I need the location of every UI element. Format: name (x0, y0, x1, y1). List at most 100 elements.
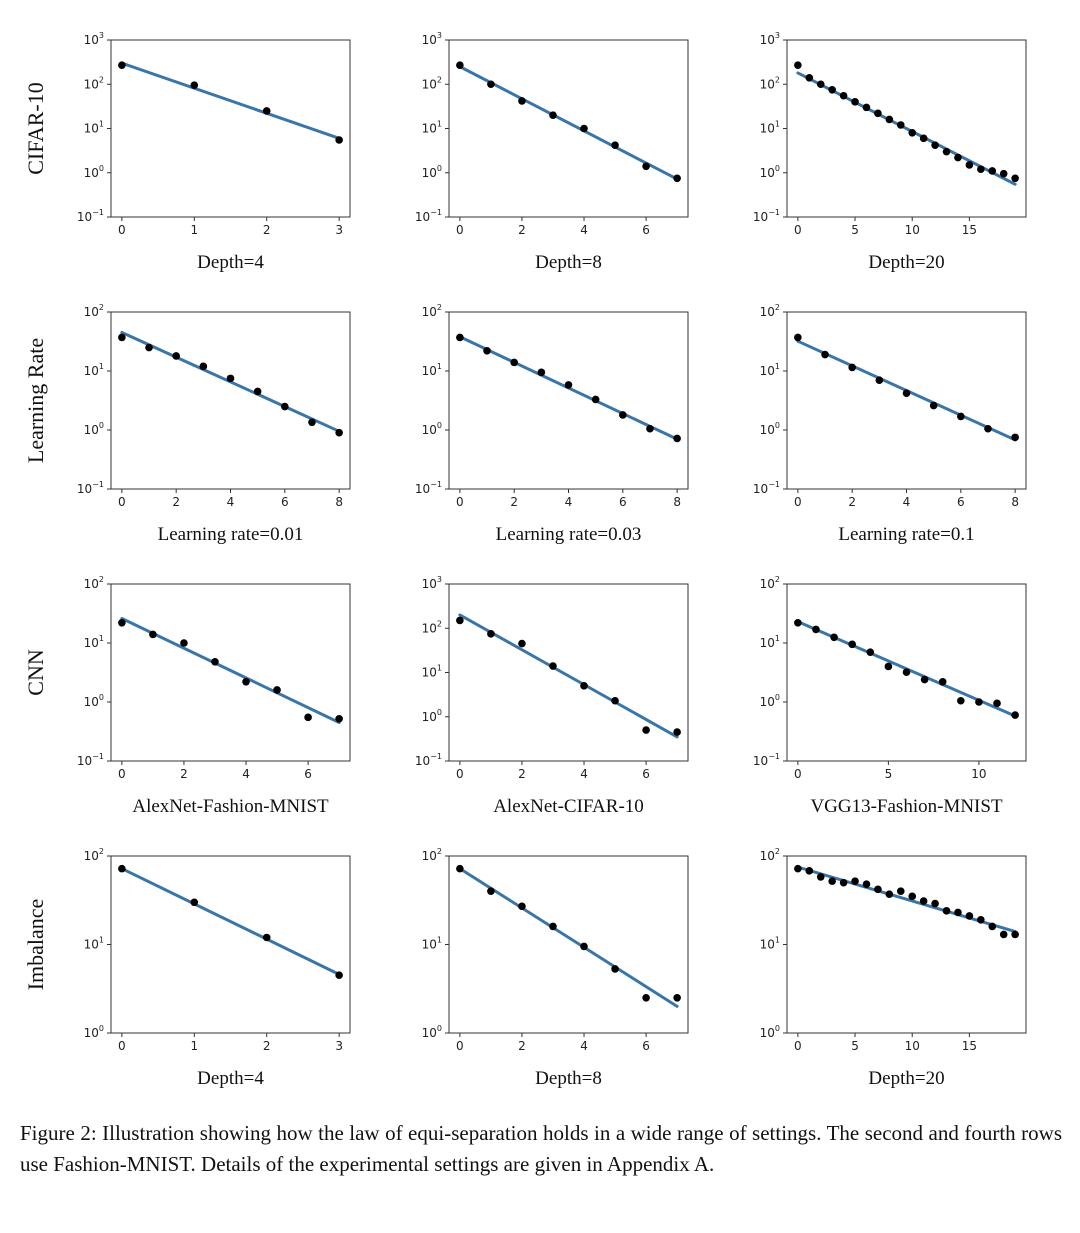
y-tick-label: 102 (422, 303, 442, 319)
data-point (862, 880, 871, 889)
data-point (999, 930, 1008, 939)
x-tick-label: 2 (263, 223, 271, 237)
y-tick-label: 100 (84, 421, 104, 437)
data-point (965, 912, 974, 920)
plot-frame (110, 855, 351, 1034)
data-point (190, 898, 199, 907)
y-tick-label: 102 (422, 75, 442, 91)
data-point (1011, 174, 1019, 183)
panel-3-1: CNN 10−1 100 101 102 0 2 4 6 AlexNet-Fashion-MNIS… (23, 575, 351, 817)
data-point (335, 428, 343, 437)
data-point (908, 892, 917, 901)
data-point (851, 877, 859, 885)
y-tick-label: 102 (760, 75, 780, 91)
data-point (805, 867, 814, 875)
data-point (190, 81, 199, 90)
data-point (549, 662, 557, 670)
data-point (518, 97, 526, 105)
data-point (487, 887, 495, 896)
data-point (929, 401, 938, 410)
fit-line (120, 61, 341, 140)
data-point (874, 885, 882, 894)
y-tick-label: 101 (422, 936, 442, 952)
y-tick-label: 10−1 (77, 208, 104, 224)
data-point (335, 136, 343, 144)
data-point (938, 677, 947, 686)
panel-1-2: 10−1 100 101 102 103 0 2 4 6 Depth=8 (415, 31, 689, 273)
x-tick-label: 6 (957, 495, 965, 509)
y-tick-label: 100 (760, 1024, 780, 1040)
plot-frame (448, 311, 689, 490)
y-tick-label: 10−1 (77, 752, 104, 768)
data-point (794, 864, 802, 873)
x-tick-label: 8 (335, 495, 343, 509)
data-point (262, 933, 271, 942)
data-point (805, 73, 814, 82)
x-tick-label: 2 (518, 1039, 526, 1053)
data-point (828, 877, 836, 885)
x-tick-label: 4 (565, 495, 573, 509)
x-tick-label: 1 (190, 223, 198, 237)
data-point (564, 381, 573, 389)
x-tick-label: 2 (848, 495, 856, 509)
x-tick-label: 5 (885, 767, 893, 781)
plot-frame (448, 855, 689, 1034)
data-point (149, 630, 157, 639)
data-point (253, 387, 262, 396)
x-tick-label: 0 (118, 223, 126, 237)
y-tick-label: 101 (422, 120, 442, 136)
data-point (308, 418, 316, 427)
y-tick-label: 103 (422, 575, 442, 591)
plot-frame (786, 311, 1027, 490)
data-point (673, 434, 681, 443)
data-point (875, 376, 884, 384)
x-tick-label: 4 (242, 767, 250, 781)
x-tick-label: 3 (335, 223, 343, 237)
panel-xlabel: Learning rate=0.1 (838, 524, 974, 545)
y-tick-label: 101 (760, 120, 780, 136)
y-tick-label: 102 (84, 575, 104, 591)
plot-frame (110, 39, 351, 218)
fit-line (458, 867, 679, 1008)
data-point (580, 942, 588, 951)
y-tick-label: 10−1 (77, 480, 104, 496)
x-tick-label: 6 (281, 495, 289, 509)
y-tick-label: 101 (760, 362, 780, 378)
x-tick-label: 2 (518, 767, 526, 781)
data-point (1011, 711, 1019, 719)
data-point (848, 640, 856, 649)
data-point (965, 161, 974, 169)
x-tick-label: 10 (971, 767, 986, 781)
x-tick-label: 2 (180, 767, 188, 781)
x-tick-label: 10 (905, 1039, 920, 1053)
row-label: Imbalance (23, 899, 48, 991)
data-point (902, 668, 911, 676)
panel-2-3: 10−1 100 101 102 0 2 4 6 8 Learning rate=0.1 (753, 303, 1027, 545)
data-point (172, 352, 180, 360)
data-point (281, 402, 289, 411)
y-tick-label: 100 (760, 421, 780, 437)
data-point (821, 350, 829, 359)
data-point (673, 728, 681, 736)
data-point (199, 362, 208, 371)
data-point (145, 343, 153, 352)
x-tick-label: 6 (304, 767, 312, 781)
data-point (866, 648, 875, 656)
y-tick-label: 101 (84, 634, 104, 650)
panel-xlabel: Depth=20 (868, 1068, 944, 1089)
y-tick-label: 101 (84, 362, 104, 378)
data-point (487, 80, 495, 89)
x-tick-label: 3 (335, 1039, 343, 1053)
y-tick-label: 10−1 (753, 208, 780, 224)
y-tick-label: 100 (422, 708, 442, 724)
data-point (118, 61, 126, 69)
x-tick-label: 0 (456, 1039, 464, 1053)
data-point (1011, 433, 1019, 442)
data-point (619, 411, 627, 419)
y-tick-label: 103 (422, 31, 442, 47)
data-point (988, 922, 997, 931)
panel-2-1: Learning Rate 10−1 100 101 102 0 2 4 6 8 Learning … (23, 303, 351, 545)
x-tick-label: 4 (580, 223, 588, 237)
fit-line (458, 65, 679, 181)
data-point (273, 686, 281, 694)
